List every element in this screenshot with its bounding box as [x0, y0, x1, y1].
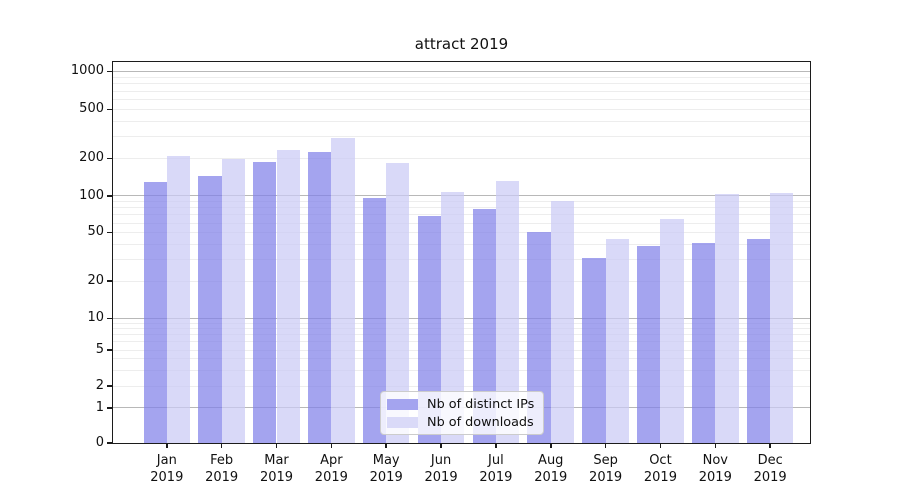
y-tick-mark [106, 280, 113, 282]
gridline-minor [113, 136, 810, 138]
bar-distinct-ips-oct [637, 245, 661, 443]
x-tick-mark [330, 443, 333, 448]
bar-distinct-ips-aug [527, 231, 551, 443]
bar-downloads-sep [605, 239, 629, 443]
y-tick-mark [106, 157, 113, 160]
gridline-major [113, 71, 810, 73]
bar-distinct-ips-apr [308, 152, 332, 443]
y-tick-label: 5 [95, 341, 104, 357]
x-tick-label: Nov 2019 [698, 453, 732, 485]
bar-downloads-nov [715, 194, 739, 443]
distinct-ips-swatch-icon [387, 398, 418, 410]
bar-distinct-ips-jan [143, 181, 167, 443]
x-tick-mark [385, 443, 387, 448]
chart-title: attract 2019 [414, 35, 509, 53]
x-tick-label: Oct 2019 [643, 453, 677, 485]
legend-item-downloads: Nb of downloads [387, 413, 537, 431]
x-tick-mark [440, 443, 442, 448]
x-tick-label: Aug 2019 [534, 453, 568, 485]
bar-downloads-apr [331, 138, 355, 443]
downloads-swatch-icon [387, 416, 418, 428]
x-tick-mark [604, 443, 607, 448]
bar-downloads-aug [550, 201, 575, 443]
x-tick-label: Sep 2019 [589, 453, 623, 485]
bar-distinct-ips-dec [746, 239, 771, 443]
bar-distinct-ips-nov [692, 243, 716, 443]
y-tick-label: 500 [79, 100, 104, 116]
bar-downloads-may [386, 162, 410, 443]
x-tick-label: Jan 2019 [150, 453, 184, 485]
x-tick-mark [659, 443, 662, 448]
bar-distinct-ips-may [362, 197, 387, 443]
x-tick-mark [769, 443, 771, 448]
bar-distinct-ips-mar [253, 161, 277, 443]
y-tick-label: 200 [79, 149, 104, 165]
gridline-minor [113, 98, 810, 100]
legend-item-distinct-ips: Nb of distinct IPs [387, 395, 537, 413]
bar-downloads-jun [441, 191, 465, 443]
y-tick-mark [106, 407, 113, 409]
x-tick-mark [166, 443, 168, 448]
bar-downloads-mar [276, 149, 300, 443]
x-tick-label: Mar 2019 [259, 453, 294, 485]
bar-downloads-dec [770, 192, 794, 443]
bar-downloads-feb [221, 158, 245, 443]
x-tick-mark [495, 443, 497, 448]
plot-area [113, 62, 810, 443]
bar-downloads-jul [495, 180, 520, 443]
x-tick-mark [550, 443, 552, 448]
bar-distinct-ips-jul [472, 209, 496, 443]
y-tick-label: 1 [95, 399, 104, 415]
x-tick-label: Jul 2019 [479, 453, 513, 485]
y-tick-label: 2 [95, 377, 104, 393]
legend: Nb of distinct IPs Nb of downloads [380, 391, 544, 435]
gridline-minor [113, 108, 810, 110]
bar-downloads-oct [660, 218, 684, 443]
y-tick-label: 1000 [70, 63, 104, 79]
gridline-minor [113, 83, 810, 85]
x-tick-mark [220, 443, 223, 448]
bar-downloads-jan [166, 155, 191, 443]
legend-label-downloads: Nb of downloads [427, 414, 534, 430]
bar-distinct-ips-feb [198, 175, 222, 443]
gridline-minor [113, 157, 810, 159]
bar-distinct-ips-sep [582, 257, 606, 443]
bar-distinct-ips-jun [417, 215, 442, 443]
y-tick-label: 50 [87, 224, 104, 240]
y-tick-mark [106, 108, 113, 111]
y-tick-mark [106, 317, 113, 320]
legend-label-distinct-ips: Nb of distinct IPs [427, 396, 535, 412]
y-tick-mark [106, 349, 113, 351]
y-tick-mark [106, 231, 113, 234]
gridline-minor [113, 90, 810, 92]
x-tick-mark [714, 443, 717, 448]
y-tick-mark [106, 385, 113, 387]
gridline-minor [113, 120, 810, 122]
x-tick-label: Feb 2019 [205, 453, 239, 485]
y-tick-mark [106, 195, 113, 197]
x-tick-label: Dec 2019 [753, 453, 787, 485]
y-tick-label: 100 [79, 187, 104, 203]
y-tick-mark [106, 70, 113, 73]
gridline-minor [113, 76, 810, 78]
x-tick-label: Apr 2019 [314, 453, 348, 485]
y-tick-label: 20 [87, 272, 104, 288]
y-tick-mark [106, 442, 113, 444]
x-tick-label: Jun 2019 [424, 453, 458, 485]
y-tick-label: 0 [95, 434, 104, 450]
x-tick-label: May 2019 [369, 453, 403, 485]
x-tick-mark [275, 443, 278, 448]
y-tick-label: 10 [87, 309, 104, 325]
